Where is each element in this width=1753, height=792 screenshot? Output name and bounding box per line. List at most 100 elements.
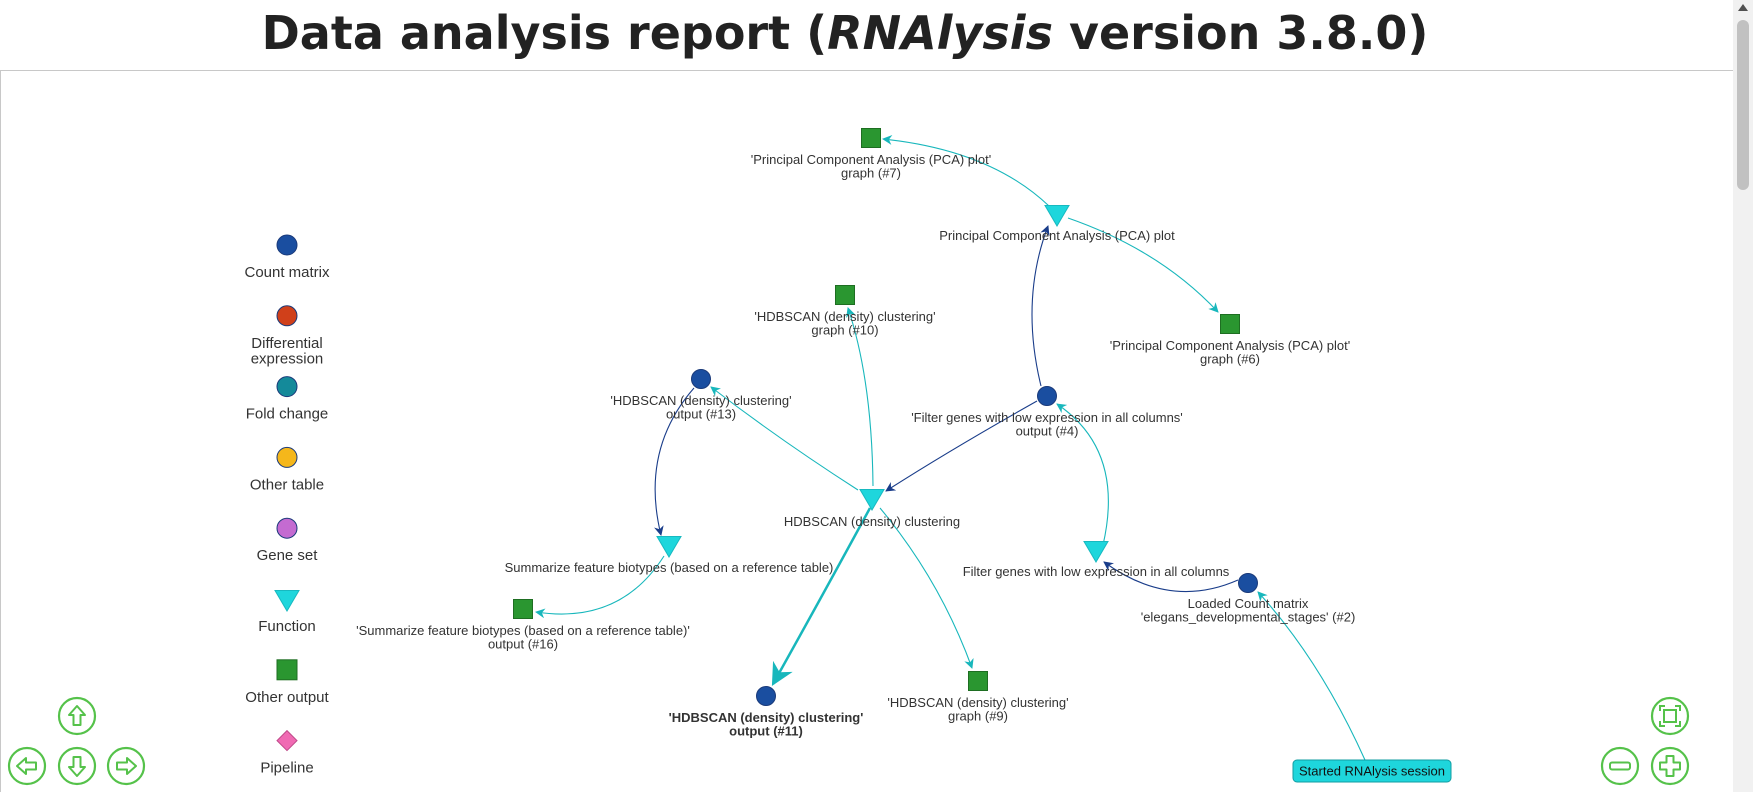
legend-item: Other table	[250, 446, 324, 493]
legend-triangle-icon	[274, 590, 300, 612]
graph-node-hdb_func[interactable]: HDBSCAN (density) clustering	[784, 489, 960, 530]
graph-node-summ_out16[interactable]: 'Summarize feature biotypes (based on a …	[356, 599, 690, 652]
function-node[interactable]	[656, 536, 682, 558]
count-matrix-node[interactable]	[691, 369, 711, 389]
pan-down-button[interactable]	[57, 746, 97, 786]
legend-circle-icon	[276, 376, 298, 398]
graph-node-filter_func[interactable]: Filter genes with low expression in all …	[963, 541, 1230, 580]
node-label-line: graph (#9)	[948, 709, 1008, 724]
graph-node-pca_func[interactable]: Principal Component Analysis (PCA) plot	[939, 205, 1175, 244]
node-label-line: Loaded Count matrix	[1188, 596, 1309, 611]
node-label-line: 'HDBSCAN (density) clustering'	[754, 309, 935, 324]
node-label-line: output (#13)	[666, 407, 736, 422]
legend-item: Gene set	[257, 517, 319, 564]
graph-nodes: 'Principal Component Analysis (PCA) plot…	[356, 128, 1452, 783]
node-label-line: 'HDBSCAN (density) clustering'	[887, 695, 1068, 710]
legend-label: Gene set	[257, 547, 319, 564]
pan-up-button[interactable]	[57, 696, 97, 736]
legend-label: Fold change	[246, 406, 329, 423]
pan-right-icon	[116, 757, 137, 775]
node-label-line: graph (#10)	[811, 323, 878, 338]
zoom-in-icon	[1659, 755, 1681, 777]
pan-up-icon	[68, 705, 86, 726]
zoom-out-icon	[1609, 761, 1631, 771]
pan-right-button[interactable]	[106, 746, 146, 786]
node-label-line: 'HDBSCAN (density) clustering'	[669, 710, 864, 725]
legend-item: Function	[258, 590, 316, 635]
graph-node-loaded2[interactable]: Loaded Count matrix'elegans_developmenta…	[1141, 573, 1356, 625]
session-start-box[interactable]	[1292, 759, 1452, 783]
node-label-line: output (#16)	[488, 637, 558, 652]
edge-hdb_func-to-hdb_out11	[771, 507, 872, 686]
graph-node-session[interactable]: Started RNAlysis session	[1292, 759, 1452, 783]
edge-hdb_func-to-hdb_graph9	[879, 507, 974, 669]
zoom-out-button[interactable]	[1600, 746, 1640, 786]
fit-view-button[interactable]	[1650, 696, 1690, 736]
legend-label: Pipeline	[260, 760, 313, 777]
legend-circle-icon	[276, 446, 298, 468]
function-node[interactable]	[859, 489, 885, 511]
edge-filter_out4-to-hdb_func	[885, 400, 1038, 492]
vertical-scrollbar[interactable]	[1733, 0, 1753, 792]
output-node[interactable]	[513, 599, 533, 619]
graph-node-filter_out4[interactable]: 'Filter genes with low expression in all…	[911, 386, 1183, 439]
output-node[interactable]	[835, 285, 855, 305]
output-node[interactable]	[1220, 314, 1240, 334]
node-label-line: graph (#6)	[1200, 352, 1260, 367]
graph-node-hdb_graph10[interactable]: 'HDBSCAN (density) clustering'graph (#10…	[754, 285, 936, 338]
zoom-in-button[interactable]	[1650, 746, 1690, 786]
output-node[interactable]	[968, 671, 988, 691]
legend-item: Count matrix	[244, 234, 330, 281]
legend-circle-icon	[276, 517, 298, 539]
node-label-line: 'Filter genes with low expression in all…	[911, 410, 1183, 425]
edge-pca_func-to-pca_graph7	[882, 134, 1050, 207]
count-matrix-node[interactable]	[1037, 386, 1057, 406]
node-label-line: HDBSCAN (density) clustering	[784, 514, 960, 529]
legend-label: Count matrix	[244, 264, 330, 281]
edge-loaded2-to-filter_func	[1103, 561, 1239, 593]
graph-node-summ_func[interactable]: Summarize feature biotypes (based on a r…	[505, 536, 834, 576]
graph-node-pca_graph6[interactable]: 'Principal Component Analysis (PCA) plot…	[1110, 314, 1351, 367]
title-suffix: version 3.8.0)	[1052, 6, 1429, 60]
legend-label: expression	[251, 350, 324, 367]
legend-circle-icon	[276, 234, 298, 256]
edge-session-to-loaded2	[1257, 591, 1366, 761]
graph-node-hdb_out13[interactable]: 'HDBSCAN (density) clustering'output (#1…	[610, 369, 792, 422]
legend-item: Fold change	[246, 376, 329, 423]
edge-hdb_func-to-hdb_out13	[710, 386, 859, 491]
scroll-up-arrow-icon[interactable]	[1738, 4, 1748, 11]
edge-summ_func-to-summ_out16	[535, 555, 665, 619]
function-node[interactable]	[1044, 205, 1070, 227]
graph-node-pca_graph7[interactable]: 'Principal Component Analysis (PCA) plot…	[751, 128, 992, 181]
node-label-line: 'elegans_developmental_stages' (#2)	[1141, 610, 1356, 625]
legend-square-icon	[276, 659, 298, 681]
count-matrix-node[interactable]	[756, 686, 776, 706]
session-start-label: Started RNAlysis session	[1299, 764, 1445, 779]
count-matrix-node[interactable]	[1238, 573, 1258, 593]
output-node[interactable]	[861, 128, 881, 148]
node-label-line: 'Principal Component Analysis (PCA) plot…	[1110, 338, 1351, 353]
node-label-line: 'Principal Component Analysis (PCA) plot…	[751, 152, 992, 167]
legend-diamond-icon	[276, 729, 298, 752]
node-label-line: 'HDBSCAN (density) clustering'	[610, 393, 791, 408]
title-app-name: RNAlysis	[827, 6, 1053, 60]
node-label-line: graph (#7)	[841, 166, 901, 181]
node-label-line: output (#4)	[1016, 424, 1079, 439]
legend-label: Differential	[251, 335, 322, 352]
legend-circle-icon	[276, 305, 298, 327]
node-label-line: Summarize feature biotypes (based on a r…	[505, 560, 834, 575]
function-node[interactable]	[1083, 541, 1109, 563]
graph-node-hdb_graph9[interactable]: 'HDBSCAN (density) clustering'graph (#9)	[887, 671, 1069, 724]
edge-pca_func-to-pca_graph6	[1067, 217, 1219, 313]
page-title: Data analysis report (RNAlysis version 3…	[0, 0, 1690, 66]
node-label-line: Principal Component Analysis (PCA) plot	[939, 228, 1175, 243]
pan-left-button[interactable]	[7, 746, 47, 786]
graph-node-hdb_out11[interactable]: 'HDBSCAN (density) clustering'output (#1…	[669, 686, 864, 739]
legend-item: Pipeline	[260, 729, 314, 777]
scroll-thumb[interactable]	[1737, 20, 1749, 190]
edge-hdb_func-to-hdb_graph10	[846, 307, 874, 487]
graph-edges	[535, 134, 1366, 761]
